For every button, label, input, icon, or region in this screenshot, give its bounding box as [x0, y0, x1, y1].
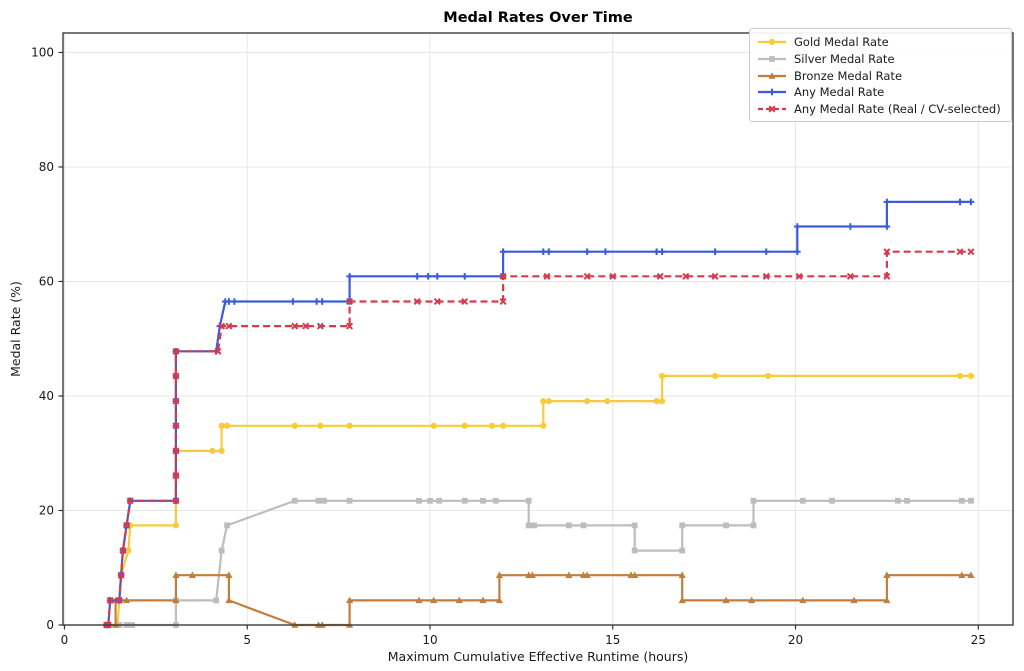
series-markers: [104, 571, 975, 628]
series-silver-medal-rate: [105, 497, 974, 628]
y-axis-label: Medal Rate (%): [8, 281, 23, 377]
legend-item: Gold Medal Rate: [757, 34, 1003, 50]
series-any-medal-rate: [103, 198, 975, 629]
y-tick-label: 20: [39, 503, 54, 517]
x-tick-label: 15: [605, 633, 620, 647]
legend-item: Bronze Medal Rate: [757, 68, 1003, 84]
chart-title: Medal Rates Over Time: [443, 10, 633, 26]
legend-line-sample: [758, 55, 786, 62]
series-layer: [102, 198, 975, 629]
tick-layer: 0 5 10 15 20 25 0 20 40 60 80 100: [31, 45, 986, 647]
legend-item: Silver Medal Rate: [757, 51, 1003, 67]
legend-line-sample: [758, 88, 786, 96]
x-tick-label: 20: [788, 633, 803, 647]
plot-border: [62, 32, 1014, 626]
legend-line-sample: [758, 105, 786, 113]
axes-layer: [62, 32, 1014, 626]
x-tick-label: 10: [422, 633, 437, 647]
y-tick-label: 60: [39, 274, 54, 288]
series-markers: [103, 198, 975, 629]
y-tick-label: 40: [39, 389, 54, 403]
legend-label: Gold Medal Rate: [794, 35, 889, 49]
series-line: [106, 250, 971, 627]
x-tick-label: 25: [971, 633, 986, 647]
y-tick-label: 80: [39, 160, 54, 174]
series-markers: [105, 497, 974, 628]
y-tick-label: 0: [46, 618, 54, 632]
series-line: [106, 200, 971, 627]
legend-line-sample: [758, 71, 786, 79]
legend-item: Any Medal Rate: [757, 84, 1003, 100]
series-line: [108, 574, 971, 627]
series-any-medal-rate-real-cv-selected: [102, 248, 975, 629]
legend-item: Any Medal Rate (Real / CV-selected): [757, 101, 1003, 117]
series-markers: [102, 248, 975, 629]
legend: Gold Medal Rate Silver Medal Rate Bronze M…: [749, 28, 1012, 122]
legend-label: Bronze Medal Rate: [794, 68, 903, 83]
legend-label: Any Medal Rate (Real / CV-selected): [794, 102, 1001, 116]
series-line: [108, 499, 971, 627]
y-tick-label: 100: [31, 45, 54, 59]
x-axis-label: Maximum Cumulative Effective Runtime (ho…: [388, 649, 688, 664]
legend-label: Any Medal Rate: [794, 85, 885, 100]
x-tick-label: 0: [61, 633, 69, 647]
legend-label: Silver Medal Rate: [794, 51, 895, 66]
series-bronze-medal-rate: [104, 571, 975, 628]
x-tick-label: 5: [243, 633, 251, 647]
legend-line-sample: [758, 38, 786, 46]
